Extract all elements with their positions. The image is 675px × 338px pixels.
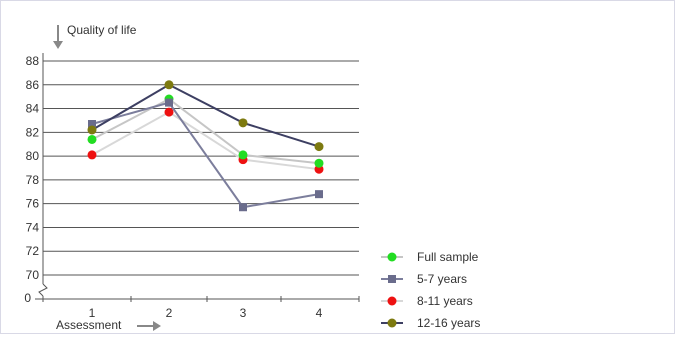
axes [35, 25, 360, 331]
x-axis-label: Assessment [56, 318, 122, 332]
y-tick-80: 80 [26, 149, 40, 163]
legend-label-8-11-years: 8-11 years [417, 294, 473, 308]
legend-label-12-16-years: 12-16 years [417, 316, 480, 330]
y-tick-74: 74 [26, 220, 40, 234]
y-tick-88: 88 [26, 54, 40, 68]
axis-break-mark [38, 283, 48, 297]
point-12-16-years-1 [87, 125, 97, 135]
y-tick-72: 72 [26, 244, 40, 258]
line-8-11-years [91, 110, 320, 171]
legend-label-full-sample: Full sample [417, 250, 479, 264]
y-tick-70: 70 [26, 268, 40, 282]
point-12-16-years-4 [314, 142, 324, 152]
legend-label-5-7-years: 5-7 years [417, 272, 467, 286]
x-tick-2: 2 [166, 306, 173, 320]
y-tick-76: 76 [26, 197, 40, 211]
line-full-sample [91, 97, 320, 165]
point-full-sample-4 [314, 158, 324, 168]
y-floor-tick-label: 0 [24, 291, 31, 305]
point-12-16-years-2 [164, 80, 174, 90]
point-5-7-years-1 [88, 120, 96, 129]
legend-marker-5-7-years [388, 275, 396, 283]
point-full-sample-3 [238, 150, 248, 160]
point-8-11-years-1 [87, 150, 97, 160]
point-5-7-years-3 [239, 203, 247, 212]
series-markers [87, 80, 324, 212]
series-lines [91, 83, 320, 209]
y-tick-78: 78 [26, 173, 40, 187]
y-label-arrow-head [53, 41, 63, 49]
legend-marker-8-11-years [387, 296, 397, 306]
line-12-16-years [91, 83, 320, 148]
point-5-7-years-4 [315, 190, 323, 199]
point-full-sample-1 [87, 134, 97, 144]
line-chart: 70 72 74 76 78 80 82 84 86 88 1 2 3 4 Full sample 5-7… [24, 23, 480, 332]
x-tick-labels: 1 2 3 4 [89, 306, 323, 320]
legend: Full sample 5-7 years 8-11 years 12-16 year… [381, 250, 480, 330]
y-tick-labels: 70 72 74 76 78 80 82 84 86 88 [26, 54, 40, 282]
legend-marker-full-sample [387, 252, 397, 262]
x-label-arrow-head [153, 321, 161, 331]
point-12-16-years-3 [238, 118, 248, 128]
y-tick-86: 86 [26, 78, 40, 92]
x-tick-4: 4 [316, 306, 323, 320]
y-tick-82: 82 [26, 125, 40, 139]
line-5-7-years [91, 101, 320, 209]
legend-marker-12-16-years [387, 318, 397, 328]
x-tick-1: 1 [89, 306, 96, 320]
point-5-7-years-2 [165, 98, 173, 107]
y-axis-label: Quality of life [67, 23, 137, 37]
x-tick-3: 3 [240, 306, 247, 320]
point-8-11-years-2 [164, 107, 174, 117]
y-tick-84: 84 [26, 102, 40, 116]
